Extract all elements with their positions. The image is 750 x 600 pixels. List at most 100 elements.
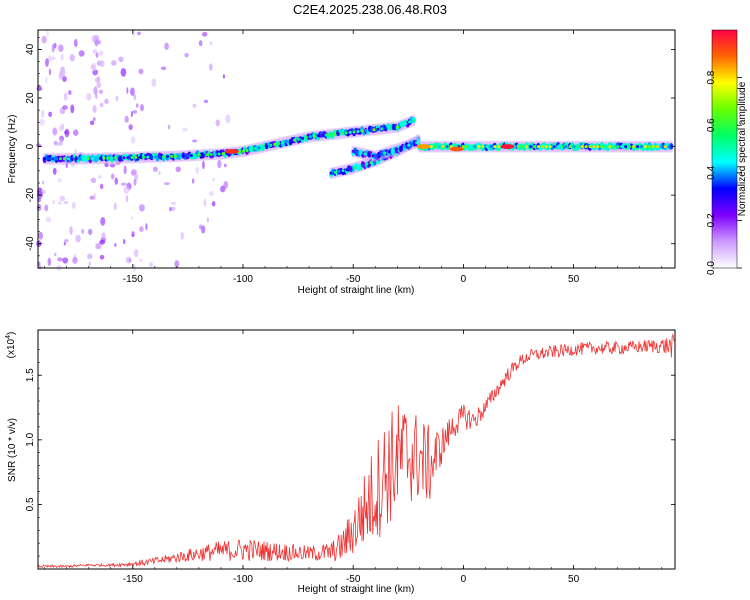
- spectrogram-x-tick-label: -100: [233, 274, 253, 285]
- heatmap-speckle: [73, 129, 79, 136]
- heatmap-core: [297, 137, 301, 141]
- heatmap-core: [221, 152, 225, 156]
- heatmap-core: [497, 145, 501, 149]
- heatmap-core: [217, 152, 221, 156]
- heatmap-core: [114, 156, 118, 160]
- heatmap-speckle: [113, 202, 117, 211]
- heatmap-core: [130, 156, 134, 160]
- heatmap-speckle: [52, 199, 55, 205]
- heatmap-speckle: [167, 124, 171, 130]
- heatmap-speckle: [95, 52, 99, 58]
- heatmap-core: [552, 145, 556, 149]
- heatmap-core: [667, 145, 671, 149]
- heatmap-core: [261, 145, 265, 149]
- heatmap-core: [477, 145, 481, 149]
- heatmap-core: [415, 141, 419, 145]
- heatmap-core: [564, 145, 568, 149]
- colorbar-tick-label: 0.4: [706, 165, 717, 179]
- heatmap-speckle: [48, 111, 53, 118]
- heatmap-core: [461, 145, 465, 149]
- colorbar-ticks: 0.0 0.2 0.4 0.6 0.8: [706, 29, 742, 275]
- heatmap-core: [592, 145, 596, 149]
- heatmap-speckle: [40, 109, 45, 118]
- heatmap-speckle: [122, 238, 126, 245]
- heatmap-core: [281, 141, 285, 145]
- heatmap-core: [170, 154, 174, 158]
- heatmap-core: [404, 122, 408, 126]
- heatmap-core: [493, 145, 497, 149]
- heatmap-speckle: [217, 159, 222, 169]
- heatmap-core: [352, 130, 356, 134]
- heatmap-speckle: [95, 92, 98, 100]
- heatmap-core: [265, 144, 269, 148]
- heatmap-core: [158, 155, 162, 159]
- heatmap-core: [473, 145, 477, 149]
- heatmap-core: [365, 162, 369, 166]
- heatmap-core: [576, 145, 580, 149]
- heatmap-core: [312, 134, 316, 138]
- snr-multiplier: (x104): [5, 332, 17, 359]
- heatmap-core: [396, 125, 400, 129]
- heatmap-speckle: [175, 166, 181, 173]
- heatmap-core: [359, 151, 363, 155]
- heatmap-speckle: [191, 178, 195, 184]
- heatmap-core: [604, 145, 608, 149]
- snr-series-line: [37, 333, 675, 569]
- heatmap-core: [659, 145, 663, 149]
- heatmap-core: [134, 155, 138, 159]
- colorbar-label: Normalized spectral amplitude: [737, 81, 748, 216]
- spectrogram-y-tick-label: 20: [25, 92, 36, 104]
- heatmap-core: [548, 145, 552, 149]
- heatmap-core: [572, 145, 576, 149]
- heatmap-speckle: [35, 143, 42, 147]
- heatmap-speckle: [201, 31, 208, 37]
- snr-x-ticks: -150 -100 -50 0 50: [44, 330, 663, 585]
- heatmap-speckle: [158, 170, 161, 176]
- heatmap-speckle: [81, 228, 85, 234]
- colorbar-gradient: [712, 30, 737, 268]
- heatmap-speckle: [180, 231, 184, 240]
- chart-title: C2E4.2025.238.06.48.R03: [293, 2, 447, 17]
- heatmap-speckle: [88, 228, 93, 236]
- heatmap-speckle: [46, 30, 49, 37]
- heatmap-core: [620, 145, 624, 149]
- heatmap-speckle: [125, 256, 132, 264]
- heatmap-speckle: [89, 195, 95, 200]
- heatmap-core: [98, 156, 102, 160]
- heatmap-core: [372, 128, 376, 132]
- heatmap-core: [300, 136, 304, 140]
- heatmap-core: [74, 157, 78, 161]
- heatmap-core: [106, 156, 110, 160]
- heatmap-speckle: [99, 102, 104, 108]
- heatmap-core: [520, 145, 524, 149]
- heatmap-speckle: [63, 92, 68, 101]
- heatmap-speckle: [58, 44, 64, 52]
- heatmap-speckle: [182, 127, 188, 132]
- heatmap-core: [110, 156, 114, 160]
- heatmap-speckle: [208, 63, 213, 71]
- heatmap-core: [489, 145, 493, 149]
- heatmap-speckle: [114, 177, 119, 185]
- heatmap-core: [154, 155, 158, 159]
- heatmap-core: [485, 145, 489, 149]
- heatmap-speckle: [99, 183, 104, 190]
- heatmap-core: [308, 135, 312, 139]
- heatmap-speckle: [169, 206, 172, 212]
- heatmap-speckle: [62, 105, 68, 110]
- heatmap-speckle: [191, 139, 198, 143]
- heatmap-speckle: [73, 38, 78, 48]
- heatmap-speckle: [126, 87, 129, 94]
- heatmap-speckle: [223, 163, 227, 168]
- heatmap-core: [345, 168, 349, 172]
- heatmap-speckle: [130, 110, 134, 118]
- spectrogram-x-ticks: -150 -100 -50 0 50: [44, 30, 663, 285]
- heatmap-core: [356, 129, 360, 133]
- heatmap-core: [122, 156, 126, 160]
- heatmap-speckle: [99, 239, 106, 245]
- heatmap-hotspot: [500, 144, 515, 149]
- heatmap-speckle: [64, 130, 69, 135]
- heatmap-core: [387, 150, 391, 154]
- heatmap-speckle: [114, 243, 117, 247]
- heatmap-speckle: [69, 54, 75, 62]
